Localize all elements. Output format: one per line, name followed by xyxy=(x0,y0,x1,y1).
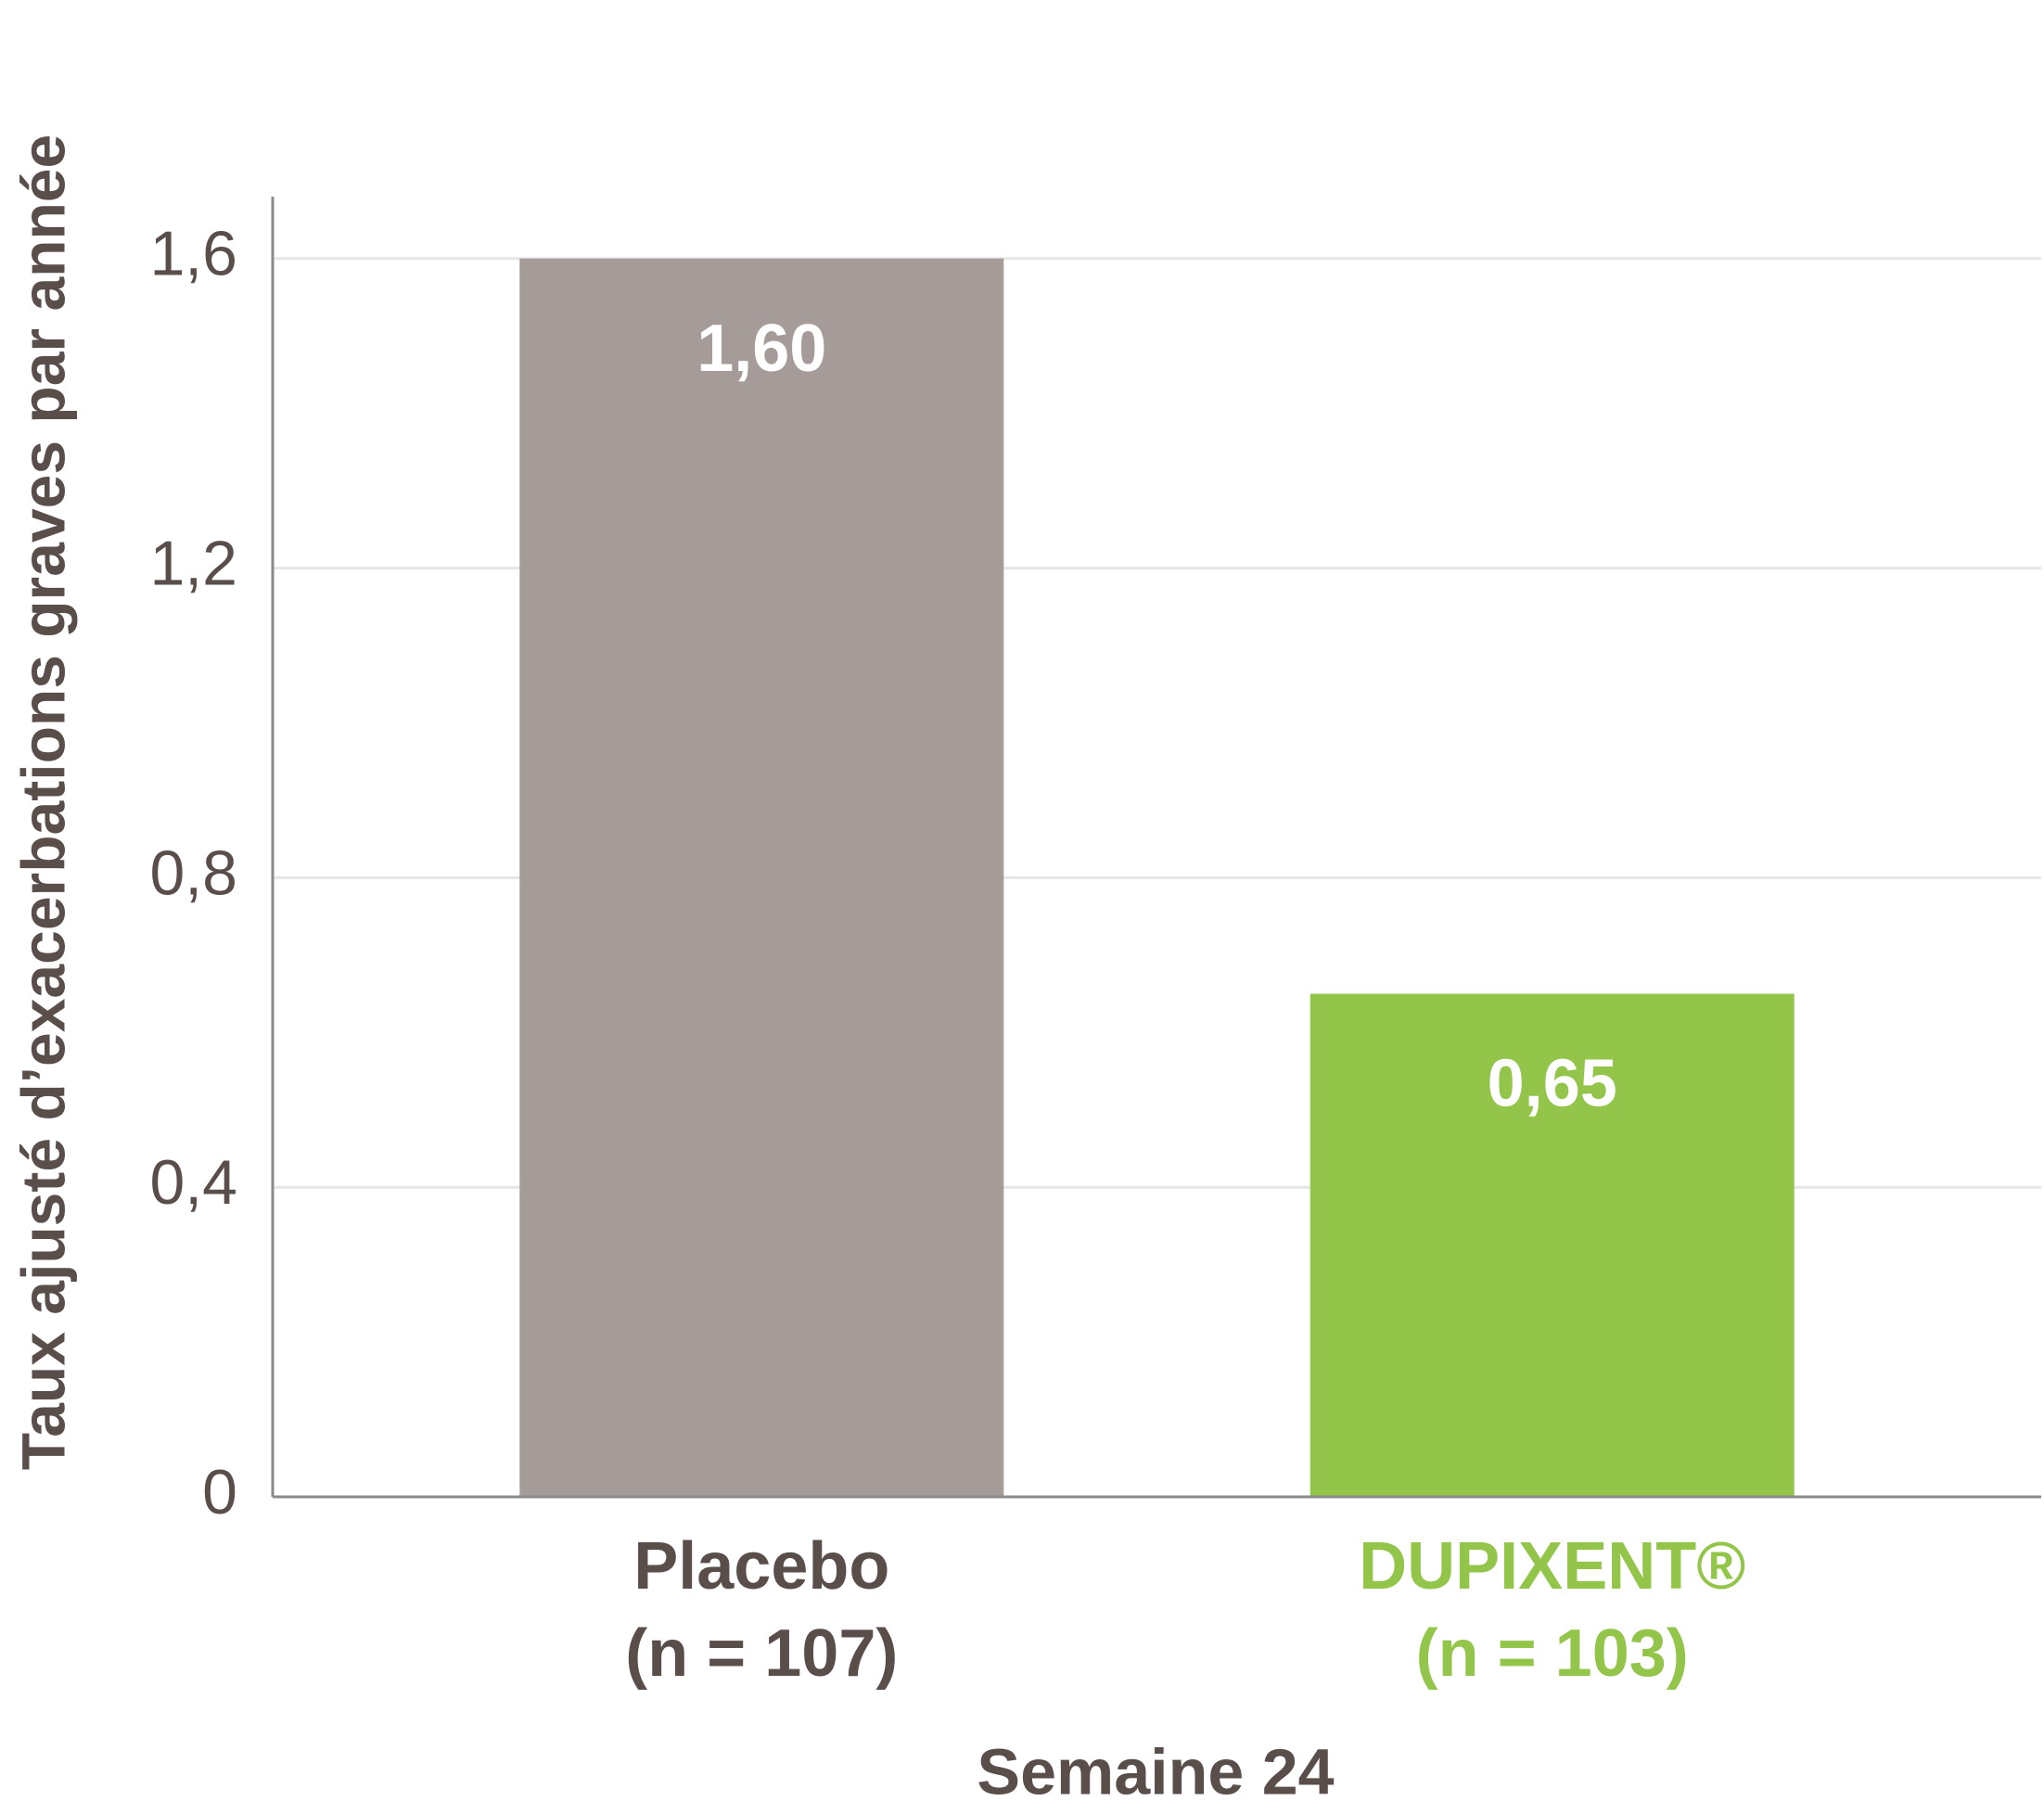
x-tick-label: Placebo xyxy=(633,1529,889,1603)
y-tick-label: 1,2 xyxy=(149,529,237,599)
x-tick-sublabel: (n = 103) xyxy=(1416,1616,1689,1691)
y-tick-label: 1,6 xyxy=(149,219,237,289)
y-axis-title: Taux ajusté d’exacerbations graves par a… xyxy=(8,134,77,1470)
x-tick-label: DUPIXENT® xyxy=(1359,1529,1745,1603)
x-axis-title: Semaine 24 xyxy=(977,1735,1334,1808)
y-tick-label: 0,8 xyxy=(149,837,237,908)
value-label: 1,60 xyxy=(696,312,826,386)
y-tick-label: 0 xyxy=(202,1457,237,1527)
y-tick-label: 0,4 xyxy=(149,1147,237,1218)
bar xyxy=(1309,993,1795,1497)
value-label: 0,65 xyxy=(1488,1047,1617,1121)
bar xyxy=(519,258,1004,1497)
x-tick-sublabel: (n = 107) xyxy=(625,1616,898,1691)
